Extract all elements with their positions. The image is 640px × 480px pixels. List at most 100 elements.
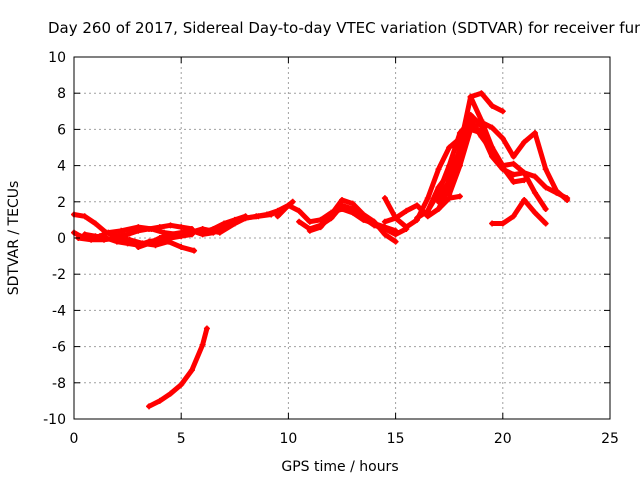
data-point <box>489 220 496 227</box>
data-point <box>510 160 517 167</box>
data-point <box>118 227 125 234</box>
data-point <box>531 130 538 137</box>
data-point <box>289 198 296 205</box>
chart-title: Day 260 of 2017, Sidereal Day-to-day VTE… <box>48 19 640 37</box>
data-point <box>167 231 174 238</box>
data-point <box>521 196 528 203</box>
data-point <box>531 173 538 180</box>
data-point <box>371 218 378 225</box>
data-point <box>456 153 463 160</box>
data-point <box>499 135 506 142</box>
series-s18 <box>489 196 549 227</box>
data-point <box>167 222 174 229</box>
data-point <box>188 227 195 234</box>
data-point <box>456 130 463 137</box>
data-point <box>510 153 517 160</box>
data-point <box>203 325 210 332</box>
x-tick-label: 5 <box>177 431 186 447</box>
data-point <box>152 242 159 249</box>
y-tick-label: -4 <box>52 303 66 319</box>
data-point <box>199 231 206 238</box>
series-line <box>468 94 570 201</box>
y-tick-label: -8 <box>52 376 66 392</box>
data-point <box>296 207 303 214</box>
y-axis-label: SDTVAR / TECUs <box>6 181 22 296</box>
data-point <box>88 236 95 243</box>
y-tick-label: 4 <box>57 159 66 175</box>
data-point <box>435 166 442 173</box>
data-point <box>424 195 431 202</box>
x-tick-label: 10 <box>279 431 297 447</box>
x-tick-label: 20 <box>494 431 512 447</box>
series-s17 <box>467 93 571 202</box>
data-point <box>165 238 172 245</box>
data-point <box>167 390 174 397</box>
data-point <box>564 195 571 202</box>
data-point <box>381 218 388 225</box>
data-point <box>446 191 453 198</box>
series-s11 <box>381 111 496 231</box>
data-point <box>392 231 399 238</box>
data-point <box>328 211 335 218</box>
data-point <box>146 225 153 232</box>
data-point <box>317 224 324 231</box>
data-point <box>274 213 281 220</box>
data-point <box>456 193 463 200</box>
data-point <box>156 235 163 241</box>
data-point <box>124 231 131 238</box>
data-series <box>71 90 571 410</box>
data-point <box>424 207 431 214</box>
series-line <box>75 235 197 254</box>
data-point <box>210 229 217 236</box>
data-point <box>242 215 249 222</box>
data-point <box>542 166 549 173</box>
data-point <box>392 238 399 245</box>
data-point <box>542 206 549 213</box>
y-tick-label: 8 <box>57 86 66 102</box>
axis-ticks: 0 5 10 15 20 25 -10 -8 -6 -4 -2 0 2 4 6 8 10 <box>43 50 619 447</box>
data-point <box>92 220 99 227</box>
data-point <box>489 144 496 151</box>
data-point <box>349 200 356 207</box>
data-point <box>403 224 410 231</box>
x-tick-label: 0 <box>70 431 79 447</box>
data-point <box>414 215 421 222</box>
x-axis-label: GPS time / hours <box>281 459 398 475</box>
data-point <box>126 236 133 243</box>
data-point <box>317 216 324 223</box>
data-point <box>135 227 142 234</box>
data-point <box>178 381 185 388</box>
data-point <box>510 213 517 220</box>
y-tick-label: -6 <box>52 340 66 356</box>
data-point <box>178 244 185 251</box>
y-tick-label: -2 <box>52 267 66 283</box>
series-s9 <box>306 196 399 245</box>
data-point <box>521 169 528 176</box>
data-point <box>489 102 496 109</box>
data-point <box>306 227 313 234</box>
data-point <box>306 218 313 225</box>
data-point <box>178 224 185 231</box>
data-point <box>542 220 549 227</box>
data-point <box>467 93 474 100</box>
y-tick-label: 2 <box>57 195 66 211</box>
data-point <box>478 130 485 137</box>
data-point <box>435 206 442 213</box>
data-point <box>381 231 388 238</box>
data-point <box>146 403 153 410</box>
y-tick-label: 10 <box>48 50 66 66</box>
data-point <box>263 211 270 218</box>
data-point <box>478 117 485 124</box>
data-point <box>339 196 345 203</box>
data-point <box>467 126 474 133</box>
data-point <box>146 240 153 247</box>
data-point <box>178 229 185 236</box>
data-point <box>446 144 453 151</box>
data-point <box>499 220 506 227</box>
data-point <box>156 224 163 231</box>
data-point <box>191 247 198 254</box>
data-point <box>113 235 120 241</box>
y-tick-label: 6 <box>57 122 66 138</box>
y-tick-label: -10 <box>43 412 66 428</box>
